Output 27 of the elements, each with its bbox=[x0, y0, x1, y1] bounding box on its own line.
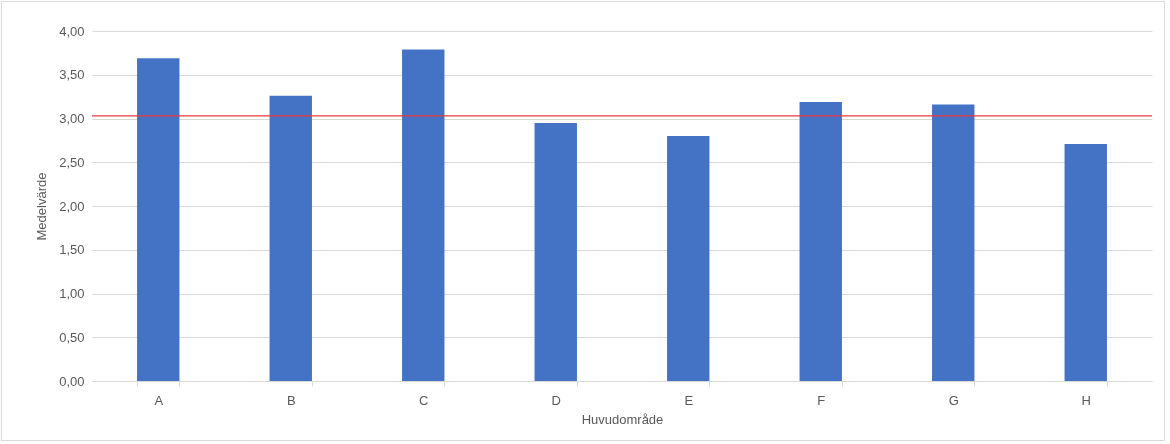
x-tick-label: H bbox=[1081, 392, 1091, 408]
x-axis-title: Huvudområde bbox=[581, 411, 664, 427]
bar bbox=[402, 49, 445, 381]
bar bbox=[534, 122, 577, 381]
y-tick-label: 1,00 bbox=[59, 286, 85, 301]
bar bbox=[667, 136, 710, 381]
y-tick-label: 1,50 bbox=[59, 242, 85, 258]
bar bbox=[799, 101, 842, 381]
y-tick-label: 2,50 bbox=[59, 154, 85, 170]
bar bbox=[932, 104, 975, 381]
x-tick-label: F bbox=[817, 392, 826, 408]
x-tick-label: E bbox=[684, 392, 694, 408]
y-tick-label: 4,00 bbox=[59, 23, 85, 39]
x-tick-label: C bbox=[419, 392, 429, 408]
y-tick-label: 0,00 bbox=[59, 373, 85, 389]
x-tick-label: B bbox=[286, 392, 296, 408]
y-tick-label: 2,00 bbox=[59, 198, 85, 214]
y-tick-label: 3,50 bbox=[59, 67, 85, 83]
y-tick-label: 0,50 bbox=[59, 329, 85, 345]
x-tick-label: G bbox=[948, 392, 959, 408]
x-tick-label: A bbox=[154, 392, 164, 408]
y-axis-title: Medelvärde bbox=[34, 172, 50, 241]
bar bbox=[269, 95, 312, 381]
bar bbox=[137, 58, 180, 381]
bar bbox=[1064, 143, 1107, 381]
x-tick-label: D bbox=[551, 392, 561, 408]
y-tick-label: 3,00 bbox=[59, 111, 85, 126]
